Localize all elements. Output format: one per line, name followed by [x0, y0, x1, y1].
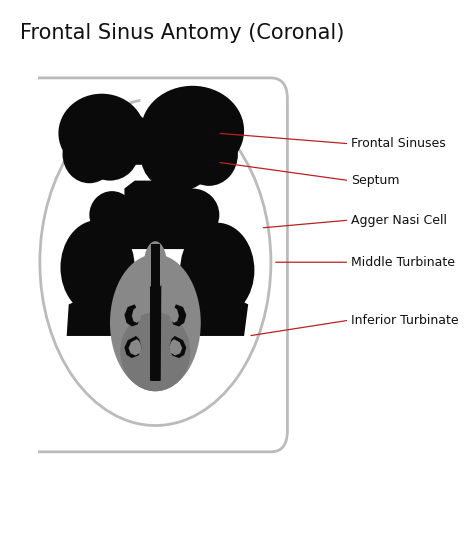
Polygon shape — [151, 244, 160, 381]
Polygon shape — [169, 304, 179, 323]
Polygon shape — [125, 181, 192, 249]
Ellipse shape — [180, 123, 238, 186]
Text: Inferior Turbinate: Inferior Turbinate — [351, 314, 459, 327]
Ellipse shape — [40, 99, 271, 425]
Polygon shape — [67, 291, 127, 336]
Ellipse shape — [141, 123, 215, 191]
Circle shape — [180, 223, 255, 318]
Polygon shape — [125, 304, 140, 326]
Ellipse shape — [110, 254, 201, 391]
Ellipse shape — [90, 191, 135, 239]
Ellipse shape — [115, 223, 140, 249]
Ellipse shape — [58, 94, 145, 173]
Ellipse shape — [141, 91, 170, 112]
Polygon shape — [169, 339, 182, 355]
Polygon shape — [150, 244, 162, 381]
Circle shape — [186, 81, 232, 139]
Polygon shape — [191, 291, 248, 336]
Polygon shape — [171, 304, 186, 326]
Text: Frontal Sinus Antomy (Coronal): Frontal Sinus Antomy (Coronal) — [20, 23, 345, 43]
Polygon shape — [132, 304, 142, 323]
Text: Frontal Sinuses: Frontal Sinuses — [351, 137, 446, 150]
Ellipse shape — [81, 123, 139, 181]
Polygon shape — [125, 115, 149, 165]
Circle shape — [79, 81, 125, 139]
Ellipse shape — [170, 223, 193, 249]
Circle shape — [61, 220, 135, 315]
Ellipse shape — [141, 86, 244, 175]
Text: Septum: Septum — [351, 174, 400, 187]
Text: Middle Turbinate: Middle Turbinate — [351, 256, 456, 269]
Ellipse shape — [144, 241, 167, 288]
Ellipse shape — [120, 312, 191, 391]
Polygon shape — [125, 336, 142, 358]
Ellipse shape — [166, 188, 219, 241]
Text: Agger Nasi Cell: Agger Nasi Cell — [351, 213, 447, 227]
Polygon shape — [128, 339, 142, 355]
Ellipse shape — [63, 125, 116, 183]
Polygon shape — [169, 336, 186, 358]
